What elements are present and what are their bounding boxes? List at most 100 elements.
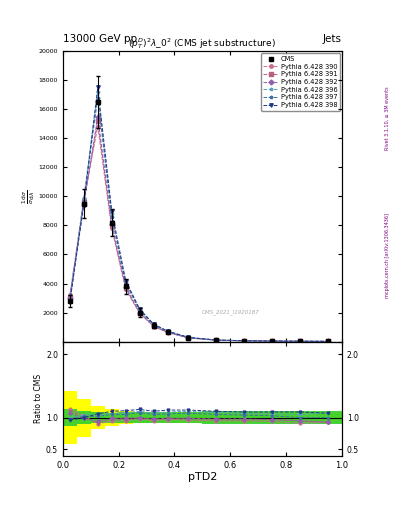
Pythia 6.428 397 [326, 338, 331, 345]
Pythia 6.428 396 [151, 322, 156, 328]
Pythia 6.428 396 [123, 279, 128, 285]
Line: Pythia 6.428 398: Pythia 6.428 398 [68, 86, 330, 343]
Pythia 6.428 398 [214, 337, 219, 343]
Text: CMS_2021_I1920187: CMS_2021_I1920187 [202, 310, 259, 315]
Pythia 6.428 397 [214, 337, 219, 343]
Pythia 6.428 396 [326, 338, 331, 345]
Pythia 6.428 398 [137, 306, 142, 312]
Pythia 6.428 390 [123, 286, 128, 292]
Pythia 6.428 391 [151, 323, 156, 329]
Pythia 6.428 397 [68, 298, 72, 305]
Pythia 6.428 391 [109, 222, 114, 228]
Pythia 6.428 397 [81, 198, 86, 204]
Pythia 6.428 392 [298, 338, 303, 345]
Pythia 6.428 396 [165, 328, 170, 334]
Legend: CMS, Pythia 6.428 390, Pythia 6.428 391, Pythia 6.428 392, Pythia 6.428 396, Pyt: CMS, Pythia 6.428 390, Pythia 6.428 391,… [261, 53, 340, 111]
Pythia 6.428 390 [151, 323, 156, 329]
Pythia 6.428 398 [68, 300, 72, 306]
Pythia 6.428 398 [242, 337, 247, 344]
Pythia 6.428 398 [298, 338, 303, 344]
Pythia 6.428 398 [186, 334, 191, 340]
Pythia 6.428 392 [186, 335, 191, 341]
Pythia 6.428 397 [151, 322, 156, 328]
X-axis label: pTD2: pTD2 [188, 472, 217, 482]
Text: Rivet 3.1.10, ≥ 3M events: Rivet 3.1.10, ≥ 3M events [385, 86, 390, 150]
Pythia 6.428 390 [165, 329, 170, 335]
Pythia 6.428 390 [81, 196, 86, 202]
Pythia 6.428 397 [186, 334, 191, 340]
Pythia 6.428 398 [270, 338, 275, 344]
Pythia 6.428 390 [186, 335, 191, 341]
Pythia 6.428 390 [137, 310, 142, 316]
Pythia 6.428 391 [95, 118, 100, 124]
Pythia 6.428 392 [270, 338, 275, 344]
Pythia 6.428 397 [298, 338, 303, 345]
Pythia 6.428 396 [109, 211, 114, 217]
Line: Pythia 6.428 397: Pythia 6.428 397 [68, 96, 330, 343]
Pythia 6.428 397 [109, 214, 114, 220]
Y-axis label: $\frac{1}{\sigma}\frac{\mathrm{d}\sigma}{\mathrm{d}\lambda}$: $\frac{1}{\sigma}\frac{\mathrm{d}\sigma}… [21, 189, 37, 204]
Title: $(p_T^D)^2\lambda\_0^2$ (CMS jet substructure): $(p_T^D)^2\lambda\_0^2$ (CMS jet substru… [129, 36, 276, 51]
Pythia 6.428 391 [81, 199, 86, 205]
Pythia 6.428 391 [68, 293, 72, 300]
Text: 13000 GeV pp: 13000 GeV pp [63, 33, 137, 44]
Pythia 6.428 392 [81, 202, 86, 208]
Pythia 6.428 396 [298, 338, 303, 345]
Pythia 6.428 392 [242, 338, 247, 344]
Pythia 6.428 390 [270, 338, 275, 344]
Pythia 6.428 398 [123, 278, 128, 284]
Pythia 6.428 397 [165, 329, 170, 335]
Pythia 6.428 391 [242, 338, 247, 344]
Pythia 6.428 396 [186, 334, 191, 340]
Pythia 6.428 396 [214, 337, 219, 343]
Pythia 6.428 396 [68, 298, 72, 304]
Line: Pythia 6.428 391: Pythia 6.428 391 [68, 119, 330, 343]
Pythia 6.428 391 [326, 338, 331, 345]
Pythia 6.428 396 [270, 338, 275, 344]
Pythia 6.428 396 [95, 89, 100, 95]
Pythia 6.428 392 [214, 337, 219, 343]
Pythia 6.428 392 [109, 221, 114, 227]
Pythia 6.428 392 [68, 295, 72, 301]
Pythia 6.428 391 [270, 338, 275, 344]
Text: Jets: Jets [323, 33, 342, 44]
Pythia 6.428 392 [326, 338, 331, 345]
Pythia 6.428 392 [151, 323, 156, 329]
Pythia 6.428 398 [81, 201, 86, 207]
Pythia 6.428 390 [95, 123, 100, 130]
Pythia 6.428 397 [270, 338, 275, 344]
Line: Pythia 6.428 396: Pythia 6.428 396 [68, 90, 330, 343]
Pythia 6.428 396 [81, 195, 86, 201]
Pythia 6.428 398 [109, 208, 114, 214]
Pythia 6.428 392 [123, 284, 128, 290]
Line: Pythia 6.428 390: Pythia 6.428 390 [68, 125, 330, 343]
Text: mcplots.cern.ch [arXiv:1306.3436]: mcplots.cern.ch [arXiv:1306.3436] [385, 214, 390, 298]
Pythia 6.428 392 [165, 329, 170, 335]
Pythia 6.428 397 [137, 307, 142, 313]
Pythia 6.428 392 [137, 309, 142, 315]
Pythia 6.428 390 [109, 225, 114, 231]
Pythia 6.428 397 [123, 281, 128, 287]
Pythia 6.428 397 [242, 338, 247, 344]
Pythia 6.428 391 [123, 285, 128, 291]
Pythia 6.428 391 [186, 335, 191, 341]
Pythia 6.428 390 [242, 338, 247, 344]
Y-axis label: Ratio to CMS: Ratio to CMS [34, 374, 43, 423]
Pythia 6.428 396 [137, 307, 142, 313]
Pythia 6.428 398 [326, 338, 331, 345]
Line: Pythia 6.428 392: Pythia 6.428 392 [68, 115, 330, 343]
Pythia 6.428 390 [326, 338, 331, 345]
Pythia 6.428 390 [214, 337, 219, 343]
Pythia 6.428 390 [298, 338, 303, 345]
Pythia 6.428 390 [68, 292, 72, 298]
Pythia 6.428 391 [214, 337, 219, 343]
Pythia 6.428 398 [151, 321, 156, 327]
Pythia 6.428 397 [95, 95, 100, 101]
Pythia 6.428 391 [137, 310, 142, 316]
Pythia 6.428 396 [242, 338, 247, 344]
Pythia 6.428 392 [95, 114, 100, 120]
Pythia 6.428 398 [165, 328, 170, 334]
Pythia 6.428 391 [298, 338, 303, 345]
Pythia 6.428 398 [95, 84, 100, 91]
Pythia 6.428 391 [165, 329, 170, 335]
